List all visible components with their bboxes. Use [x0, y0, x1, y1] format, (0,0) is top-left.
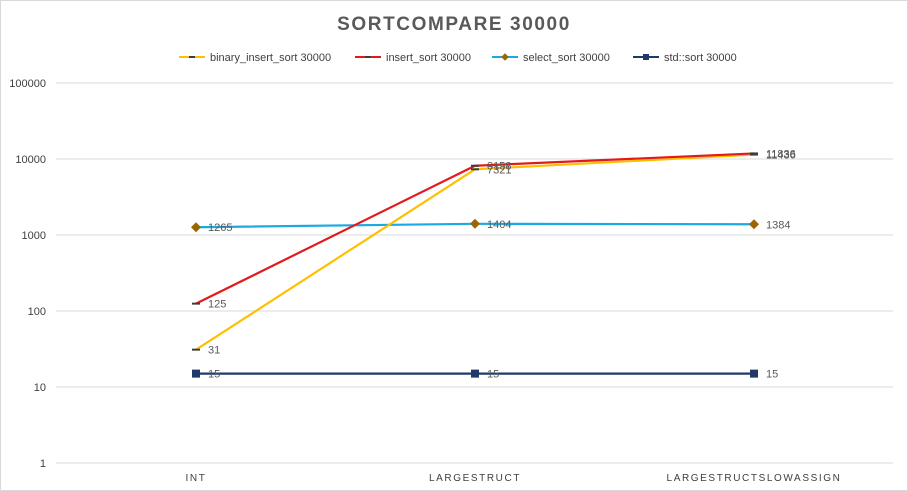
- y-tick-label: 1: [40, 458, 46, 470]
- legend-label: std::sort 30000: [664, 52, 737, 64]
- data-point-marker: [750, 369, 758, 378]
- data-label: 1384: [766, 219, 790, 231]
- data-label: 15: [208, 369, 220, 381]
- data-point-marker: [192, 369, 200, 378]
- data-label: 7321: [487, 164, 511, 176]
- x-axis: INT LARGESTRUCT LARGESTRUCTSLOWASSIGN: [186, 473, 842, 484]
- legend-label: insert_sort 30000: [386, 52, 471, 64]
- y-tick-label: 10000: [15, 154, 46, 166]
- data-point-marker: [471, 369, 479, 378]
- data-label: 1265: [208, 222, 232, 234]
- legend: binary_insert_sort 30000 insert_sort 3000…: [179, 52, 737, 64]
- data-label: 125: [208, 299, 226, 311]
- data-labels: 31 7321 11436 125 8158 11836 1265 1404 1384 15 15 1…: [208, 148, 796, 380]
- y-tick-label: 100000: [9, 78, 46, 90]
- x-tick-label: LARGESTRUCTSLOWASSIGN: [667, 473, 842, 484]
- y-tick-label: 1000: [22, 230, 46, 242]
- y-axis: 1 10 100 1000 10000 100000: [9, 78, 46, 470]
- data-label: 15: [766, 369, 778, 381]
- y-tick-label: 100: [28, 306, 46, 318]
- legend-item: insert_sort 30000: [355, 52, 471, 64]
- data-label: 11436: [766, 150, 796, 162]
- legend-label: binary_insert_sort 30000: [210, 52, 331, 64]
- x-tick-label: LARGESTRUCT: [429, 473, 521, 484]
- legend-swatch-marker: [501, 53, 509, 61]
- legend-swatch-marker: [643, 54, 649, 60]
- data-label: 15: [487, 369, 499, 381]
- series-line-0: [195, 153, 755, 351]
- data-label: 31: [208, 345, 220, 357]
- data-label: 1404: [487, 219, 511, 231]
- gridlines: [56, 82, 893, 464]
- y-tick-label: 10: [34, 382, 46, 394]
- legend-item: std::sort 30000: [633, 52, 737, 64]
- x-tick-label: INT: [186, 473, 207, 484]
- series-lines: [195, 152, 755, 375]
- legend-item: binary_insert_sort 30000: [179, 52, 331, 64]
- data-label: 11836: [766, 148, 796, 160]
- chart-title: SORTCOMPARE 30000: [337, 14, 571, 35]
- legend-label: select_sort 30000: [523, 52, 610, 64]
- series-markers: [191, 152, 759, 378]
- legend-item: select_sort 30000: [492, 52, 610, 64]
- data-label: 8158: [487, 161, 511, 173]
- data-point-marker: [749, 219, 759, 230]
- data-point-marker: [191, 222, 201, 233]
- data-point-marker: [470, 218, 480, 229]
